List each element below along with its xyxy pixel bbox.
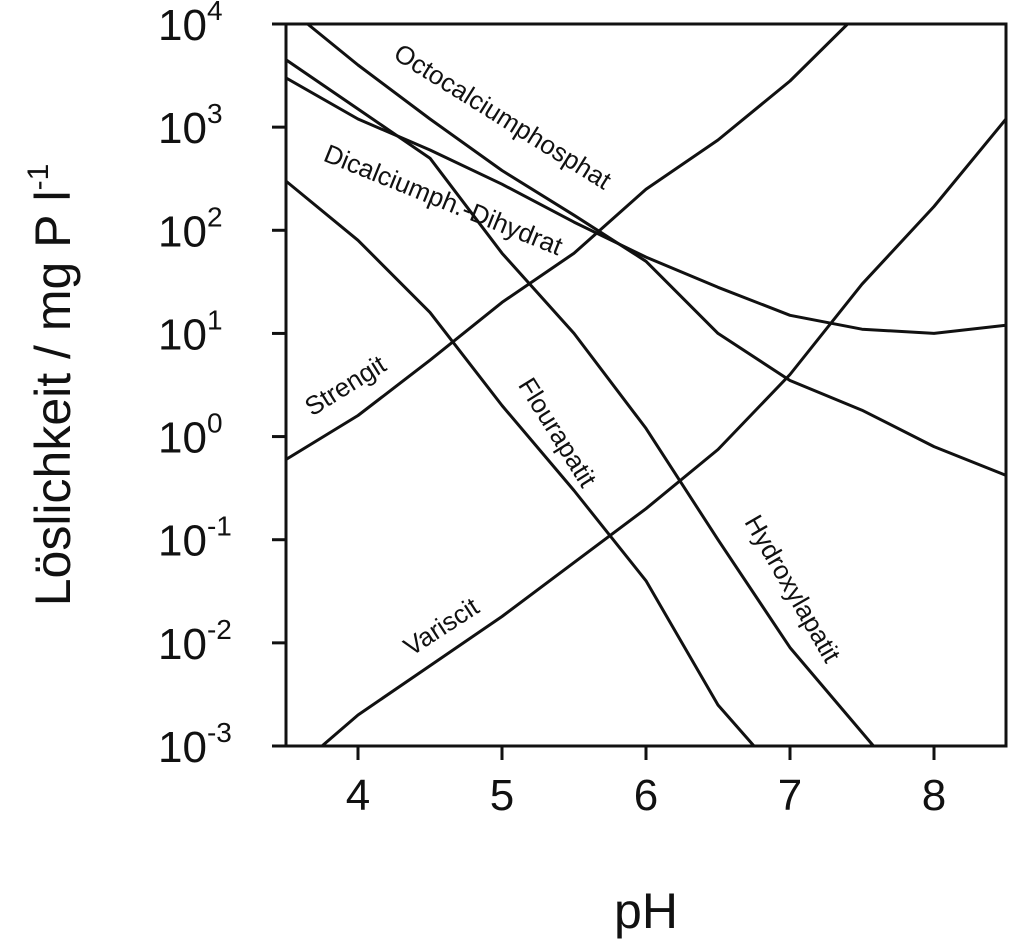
y-tick-label: 10-3 xyxy=(158,717,232,772)
y-axis-title-group: Löslichkeit / mg P l-1 xyxy=(22,164,81,607)
curves-layer xyxy=(286,24,1006,746)
y-tick-label: 103 xyxy=(158,98,223,153)
y-tick-label: 10-1 xyxy=(158,511,232,566)
curve-label-variscit: Variscit xyxy=(398,591,485,662)
series-line-hydroxylapatit xyxy=(286,58,875,746)
y-tick-label: 100 xyxy=(158,408,223,463)
curve-label-strengit: Strengit xyxy=(299,348,392,421)
x-tick-label: 6 xyxy=(634,771,658,820)
y-tick-label: 101 xyxy=(158,304,223,359)
y-tick-label: 10-2 xyxy=(158,614,232,669)
y-axis-title-exponent: -1 xyxy=(22,164,55,191)
y-axis: 10-3 10-2 10-1 100 101 102 103 104 xyxy=(158,0,286,772)
x-axis: 4 5 6 7 8 xyxy=(346,746,946,820)
x-tick-label: 8 xyxy=(922,771,946,820)
curve-label-hydroxylapatit: Hydroxylapatit xyxy=(739,510,848,668)
y-axis-title: Löslichkeit / mg P l-1 xyxy=(22,164,81,607)
x-axis-title: pH xyxy=(614,883,678,939)
x-tick-label: 5 xyxy=(490,771,514,820)
y-tick-label: 104 xyxy=(158,0,223,50)
series-line-dicalciumph-dihydrat xyxy=(286,76,1006,335)
series-line-octocalciumphosphat xyxy=(306,24,1006,477)
series-line-strengit xyxy=(286,24,849,461)
x-tick-label: 7 xyxy=(778,771,802,820)
curve-labels: OctocalciumphosphatDicalciumph.-Dihydrat… xyxy=(299,37,847,668)
x-tick-label: 4 xyxy=(346,771,370,820)
series-line-flourapatit xyxy=(286,179,756,746)
series-line-variscit xyxy=(321,118,1006,746)
y-tick-label: 102 xyxy=(158,201,223,256)
